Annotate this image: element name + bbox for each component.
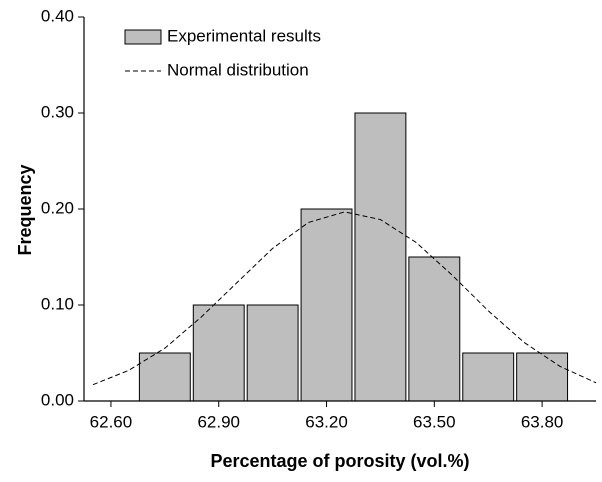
x-tick-label: 62.90 — [197, 412, 240, 431]
normal-curve — [92, 211, 597, 386]
bar — [300, 208, 353, 402]
bar — [246, 304, 299, 402]
bar — [192, 304, 245, 402]
y-tick-label: 0.10 — [41, 294, 74, 313]
x-tick-label: 63.80 — [521, 412, 564, 431]
y-tick-label: 0.00 — [41, 390, 74, 409]
x-tick-label: 63.20 — [305, 412, 348, 431]
y-tick-label: 0.20 — [41, 198, 74, 217]
legend-label: Normal distribution — [167, 60, 309, 79]
y-tick-label: 0.30 — [41, 102, 74, 121]
bar — [408, 256, 461, 402]
bar — [516, 352, 569, 402]
bar — [462, 352, 515, 402]
x-axis-label: Percentage of porosity (vol.%) — [210, 451, 469, 471]
y-tick-label: 0.40 — [41, 6, 74, 25]
legend-label: Experimental results — [167, 26, 321, 45]
x-tick-label: 62.60 — [90, 412, 133, 431]
bar — [138, 352, 191, 402]
x-tick-label: 63.50 — [413, 412, 456, 431]
bar — [354, 112, 407, 402]
y-axis-label: Frequency — [15, 164, 35, 255]
legend-swatch — [124, 29, 162, 45]
